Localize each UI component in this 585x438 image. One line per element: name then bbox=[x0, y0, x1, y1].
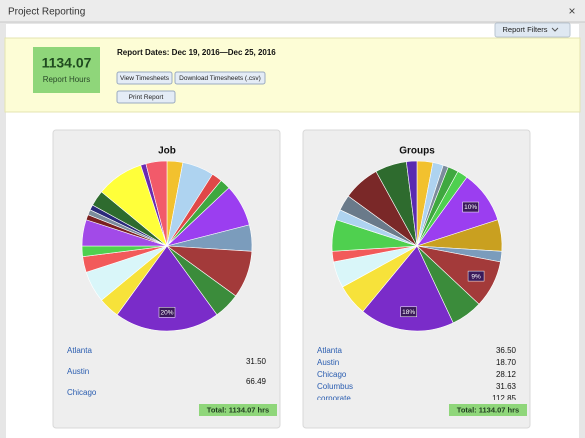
filters-tab[interactable] bbox=[494, 22, 571, 38]
slice-label: 9% bbox=[471, 273, 481, 280]
label-box bbox=[462, 201, 479, 213]
button[interactable] bbox=[116, 71, 173, 85]
legend-name[interactable]: Chicago bbox=[67, 388, 97, 397]
legend: Atlanta Austin Chicago 31.50 66.49 bbox=[67, 346, 267, 397]
hours-box bbox=[33, 47, 100, 93]
legend-value: 28.12 bbox=[496, 370, 517, 379]
slice-label: 10% bbox=[464, 204, 477, 211]
slice-label: 20% bbox=[160, 310, 173, 317]
filters-label[interactable]: Report Filters bbox=[502, 25, 547, 34]
legend-value: 18.70 bbox=[496, 358, 517, 367]
legend-name[interactable]: Chicago bbox=[317, 370, 347, 379]
dropdown-icon bbox=[551, 27, 559, 32]
summary-panel bbox=[4, 37, 581, 113]
button-label[interactable]: Download Timesheets (.csv) bbox=[179, 75, 261, 82]
title-bar bbox=[0, 0, 585, 22]
label-box bbox=[400, 306, 417, 318]
slice-label: 18% bbox=[402, 309, 415, 316]
legend-value: 112.85 bbox=[492, 394, 516, 403]
pie-slice bbox=[362, 245, 454, 332]
chart-title: Groups bbox=[399, 146, 435, 157]
close-button[interactable]: × bbox=[568, 4, 575, 18]
total: Total: 1134.07 hrs bbox=[457, 405, 519, 414]
pie-slice bbox=[116, 245, 218, 332]
label-box bbox=[158, 307, 176, 318]
button[interactable] bbox=[116, 90, 176, 104]
total: Total: 1134.07 hrs bbox=[207, 405, 269, 414]
legend-name[interactable]: Columbus bbox=[317, 382, 353, 391]
total-box bbox=[199, 404, 277, 416]
button-label[interactable]: View Timesheets bbox=[120, 75, 170, 82]
button[interactable] bbox=[174, 71, 266, 85]
legend-name[interactable]: Atlanta bbox=[317, 346, 342, 355]
hours-label: Report Hours bbox=[43, 75, 91, 84]
legend-value: 31.50 bbox=[246, 357, 267, 366]
legend-name[interactable]: Austin bbox=[317, 358, 339, 367]
chart-title: Job bbox=[158, 146, 176, 157]
window-title: Project Reporting bbox=[8, 7, 85, 18]
legend-name[interactable]: corporate bbox=[317, 394, 351, 403]
label-box bbox=[467, 270, 485, 282]
legend-value: 31.63 bbox=[496, 382, 517, 391]
legend-name[interactable]: Austin bbox=[67, 367, 89, 376]
legend-value: 36.50 bbox=[496, 346, 517, 355]
button-label[interactable]: Print Report bbox=[129, 94, 164, 101]
pie-slice bbox=[145, 160, 168, 247]
legend: Atlanta Austin Chicago Columbus corporate 36.… bbox=[317, 346, 517, 403]
legend-value: 66.49 bbox=[246, 377, 267, 386]
legend-name[interactable]: Atlanta bbox=[67, 346, 92, 355]
report-dates: Report Dates: Dec 19, 2016—Dec 25, 2016 bbox=[117, 48, 276, 57]
total-box bbox=[449, 404, 527, 416]
hours-value: 1134.07 bbox=[42, 55, 92, 71]
pie-slice bbox=[406, 160, 418, 247]
